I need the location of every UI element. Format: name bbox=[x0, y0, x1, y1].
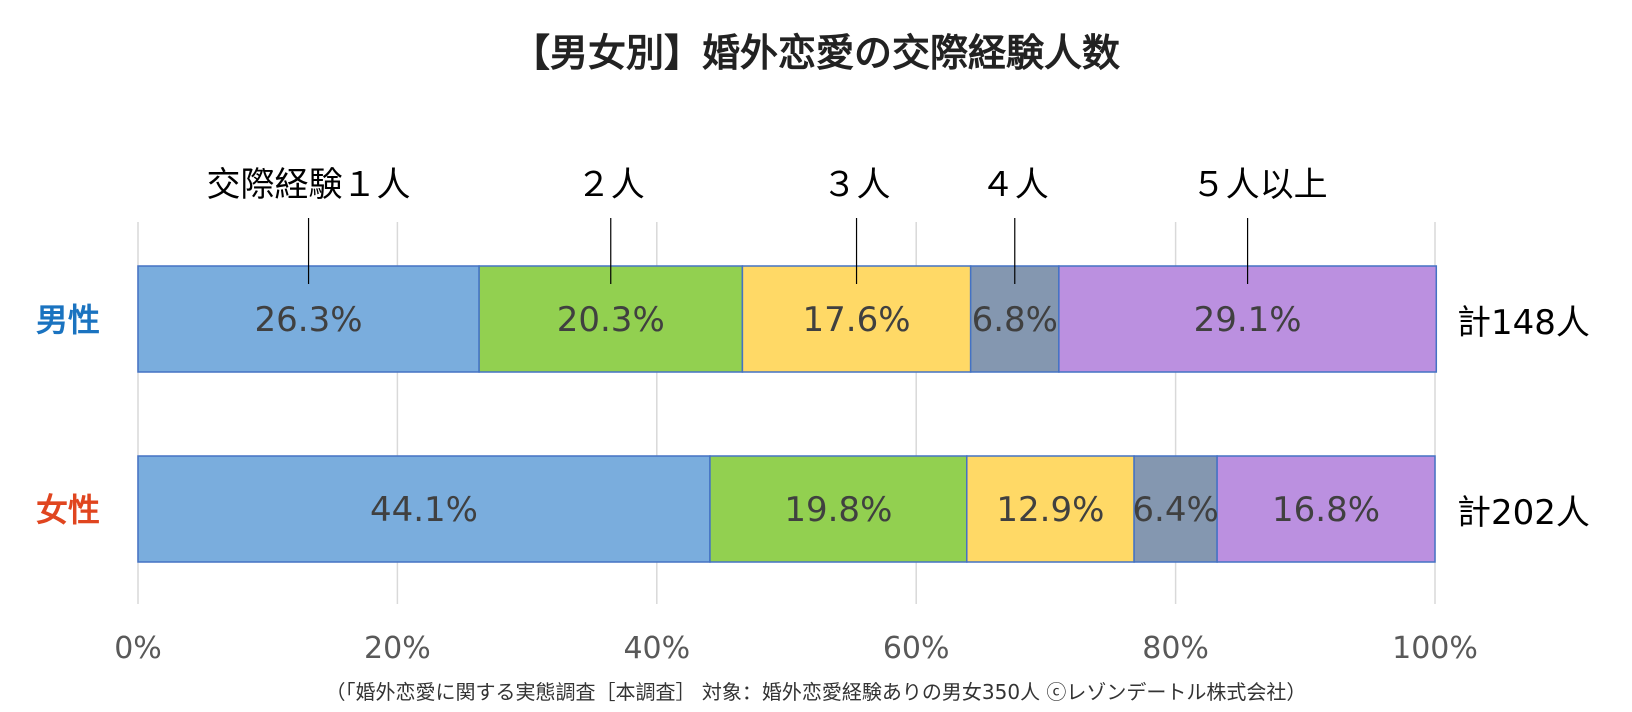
total-label: 計202人 bbox=[1457, 493, 1590, 533]
data-label: 29.1% bbox=[1194, 300, 1302, 340]
legend-label: ３人 bbox=[823, 165, 891, 205]
data-label: 16.8% bbox=[1272, 490, 1380, 530]
x-tick-label: 0% bbox=[114, 631, 162, 666]
data-label: 19.8% bbox=[784, 490, 892, 530]
category-label: 男性 bbox=[36, 301, 100, 339]
legend-label: 交際経験１人 bbox=[207, 165, 411, 205]
category-label: 女性 bbox=[36, 491, 100, 529]
source-footnote: （「婚外恋愛に関する実態調査［本調査］ 対象：婚外恋愛経験ありの男女350人 ⓒ… bbox=[325, 680, 1307, 704]
x-tick-label: 80% bbox=[1142, 631, 1209, 666]
bar-segment bbox=[966, 455, 1135, 563]
chart-title: 【男女別】婚外恋愛の交際経験人数 bbox=[511, 31, 1120, 75]
legend-label: ５人以上 bbox=[1192, 165, 1328, 205]
legend-layer: 交際経験１人 ２人 ３人 ４人 ５人以上 bbox=[207, 165, 1328, 284]
x-tick-label: 20% bbox=[364, 631, 431, 666]
data-label: 20.3% bbox=[557, 300, 665, 340]
data-label: 12.9% bbox=[996, 490, 1104, 530]
legend-label: ４人 bbox=[981, 165, 1049, 205]
bar-segment bbox=[1133, 455, 1218, 563]
label-layer: 26.3% 20.3% 17.6% 6.8% 29.1% 44.1% 19.8% 12.9% 6… bbox=[255, 300, 1381, 530]
legend-label: ２人 bbox=[577, 165, 645, 205]
bar-segment bbox=[709, 455, 968, 563]
data-label: 6.4% bbox=[1132, 490, 1218, 530]
bar-segment bbox=[1216, 455, 1436, 563]
data-label: 6.8% bbox=[972, 300, 1058, 340]
data-label: 26.3% bbox=[255, 300, 363, 340]
data-label: 44.1% bbox=[370, 490, 478, 530]
data-label: 17.6% bbox=[803, 300, 911, 340]
x-tick-label: 100% bbox=[1392, 631, 1478, 666]
total-label: 計148人 bbox=[1457, 303, 1590, 343]
bar-segment bbox=[137, 455, 711, 563]
x-tick-label: 60% bbox=[883, 631, 950, 666]
x-tick-label: 40% bbox=[623, 631, 690, 666]
